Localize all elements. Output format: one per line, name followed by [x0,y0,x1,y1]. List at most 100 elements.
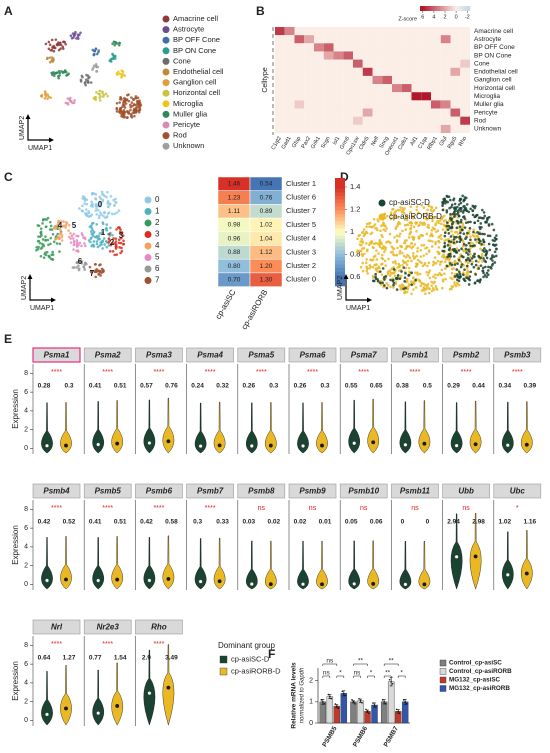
y-tick-label: 4 [24,408,28,415]
heatmap-cell [294,67,305,76]
umap-point [432,275,435,278]
mean-dot [454,443,459,448]
umap-point [84,81,87,84]
umap-point [393,260,397,263]
umap-point [106,205,110,209]
violin [316,402,328,454]
colorbar-tick-label: 1.2 [350,204,360,213]
umap-point [434,285,438,288]
strip-label: Psma4 [197,351,223,360]
umap-point [46,56,49,60]
umap-point [46,97,49,101]
umap-point [59,43,63,47]
heatmap-cell [411,75,422,85]
umap-point [466,261,470,264]
heatmap-cell [323,51,334,60]
umap-point [425,270,429,274]
umap-point [398,235,401,238]
violin [143,399,156,454]
umap-point [445,209,449,212]
umap-point [401,284,405,287]
umap-point [98,195,102,199]
umap-point [388,274,392,277]
umap-point [389,217,393,221]
colorbar-step [431,6,434,11]
umap-point [484,254,488,257]
heatmap-cell [323,100,334,109]
umap-point [138,108,141,111]
violin [297,540,309,590]
violin [92,669,105,726]
violin [399,401,412,454]
heatmap-cell [431,84,441,93]
heatmap-cell [431,43,441,52]
umap-point [136,100,140,104]
umap-point [108,232,111,236]
umap-point [364,261,368,265]
umap-point [102,93,106,97]
umap-point [434,206,438,210]
umap-point [106,212,110,215]
umap-point [422,286,426,289]
umap-point [395,234,399,237]
heatmap-cell [372,116,383,125]
mean-dot [422,582,427,587]
violin [450,513,463,590]
umap-point [362,228,366,231]
strip [32,347,81,363]
arrow-head [25,114,54,143]
heatmap-cell [362,67,373,76]
replicate-dot [372,702,374,704]
umap-point [127,93,130,96]
strip-label: Psma6 [300,351,326,360]
replicate-dot [390,680,392,683]
umap-point [64,223,68,227]
umap-point [480,252,484,256]
mean-label: 0.77 [89,655,102,662]
umap-point [412,238,415,241]
umap-point [363,252,366,256]
umap-point [381,257,385,261]
mean-label: 2.9 [142,655,151,662]
legend-swatch [162,89,170,97]
umap-point [459,201,463,205]
umap-point [373,254,377,258]
significance: ns [360,505,368,512]
umap-point [97,49,100,52]
umap-point [95,267,99,271]
umap-point [443,255,447,259]
mean-label: 1.27 [63,655,76,662]
colorbar-title: Z-score [398,16,417,22]
umap-point [37,245,40,249]
umap-point [457,203,461,206]
cluster-tag: 5 [72,221,77,230]
heatmap-cell [450,27,461,36]
umap-point [48,56,52,59]
heatmap-cell [460,100,470,109]
column-label: Gfap [291,136,302,149]
umap-point [116,70,120,74]
strip [339,483,388,499]
violin [501,531,514,590]
umap-point [371,258,375,262]
umap-point [113,40,117,44]
strip [83,347,132,363]
heatmap-cell [450,116,461,125]
heatmap-cell [440,84,451,93]
heatmap-cell [372,100,383,109]
umap-point [80,232,84,235]
umap-point [450,205,453,209]
umap-point [71,101,74,105]
significance: * [339,670,342,677]
row-label: Amacrine cell [474,28,514,35]
axis-arrow [345,276,370,301]
heatmap-cell [372,51,383,60]
umap-point [430,245,434,248]
heatmap-cell [382,92,392,101]
strip-label: Psmb9 [299,487,326,496]
legend-swatch [162,110,170,118]
umap-point [442,250,446,253]
umap-point [450,230,453,233]
umap-point [111,233,114,237]
heatmap-cell [275,92,285,101]
